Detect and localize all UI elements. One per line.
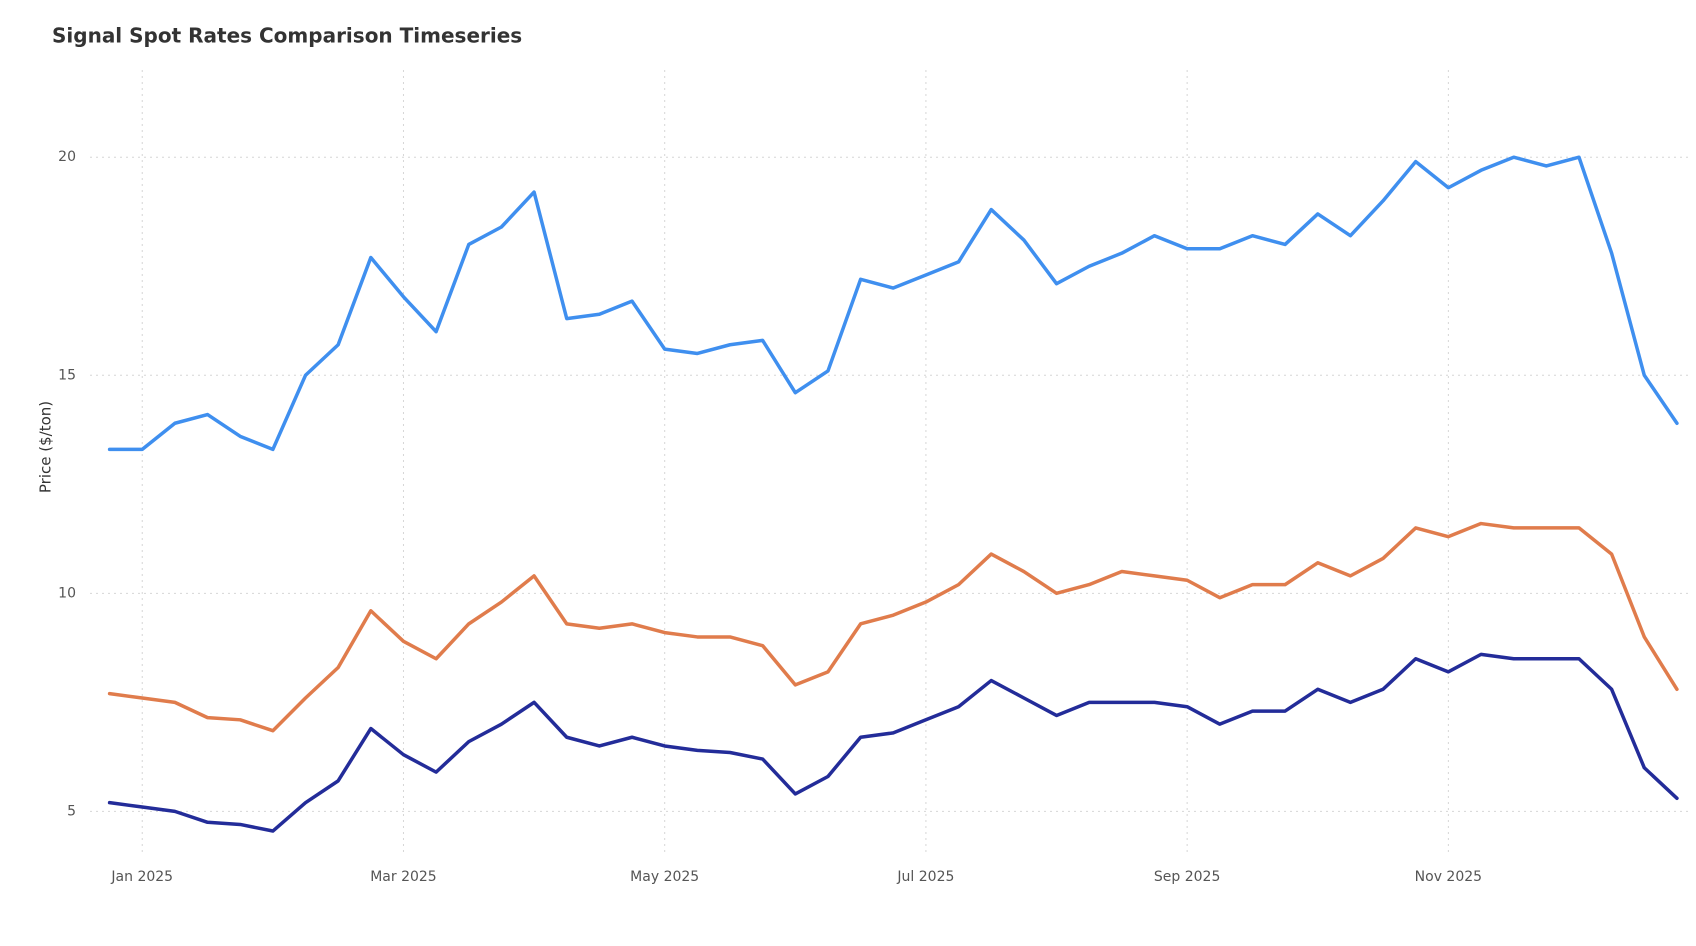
x-tick-label: May 2025 xyxy=(630,869,699,885)
series-line xyxy=(107,155,1679,452)
x-tick-label: Nov 2025 xyxy=(1415,869,1482,885)
y-tick-label: 20 xyxy=(58,149,76,165)
y-tick-label: 10 xyxy=(58,585,76,601)
x-tick-label: Mar 2025 xyxy=(370,869,437,885)
x-tick-label: Jan 2025 xyxy=(110,869,173,885)
y-axis-label: Price ($/ton) xyxy=(37,401,55,493)
chart-title: Signal Spot Rates Comparison Timeseries xyxy=(52,24,522,48)
series-line xyxy=(107,521,1679,733)
y-tick-label: 15 xyxy=(58,367,76,383)
y-tick-label: 5 xyxy=(67,803,76,819)
series-line xyxy=(107,652,1679,833)
x-tick-label: Sep 2025 xyxy=(1154,869,1220,885)
x-tick-label: Jul 2025 xyxy=(896,869,954,885)
